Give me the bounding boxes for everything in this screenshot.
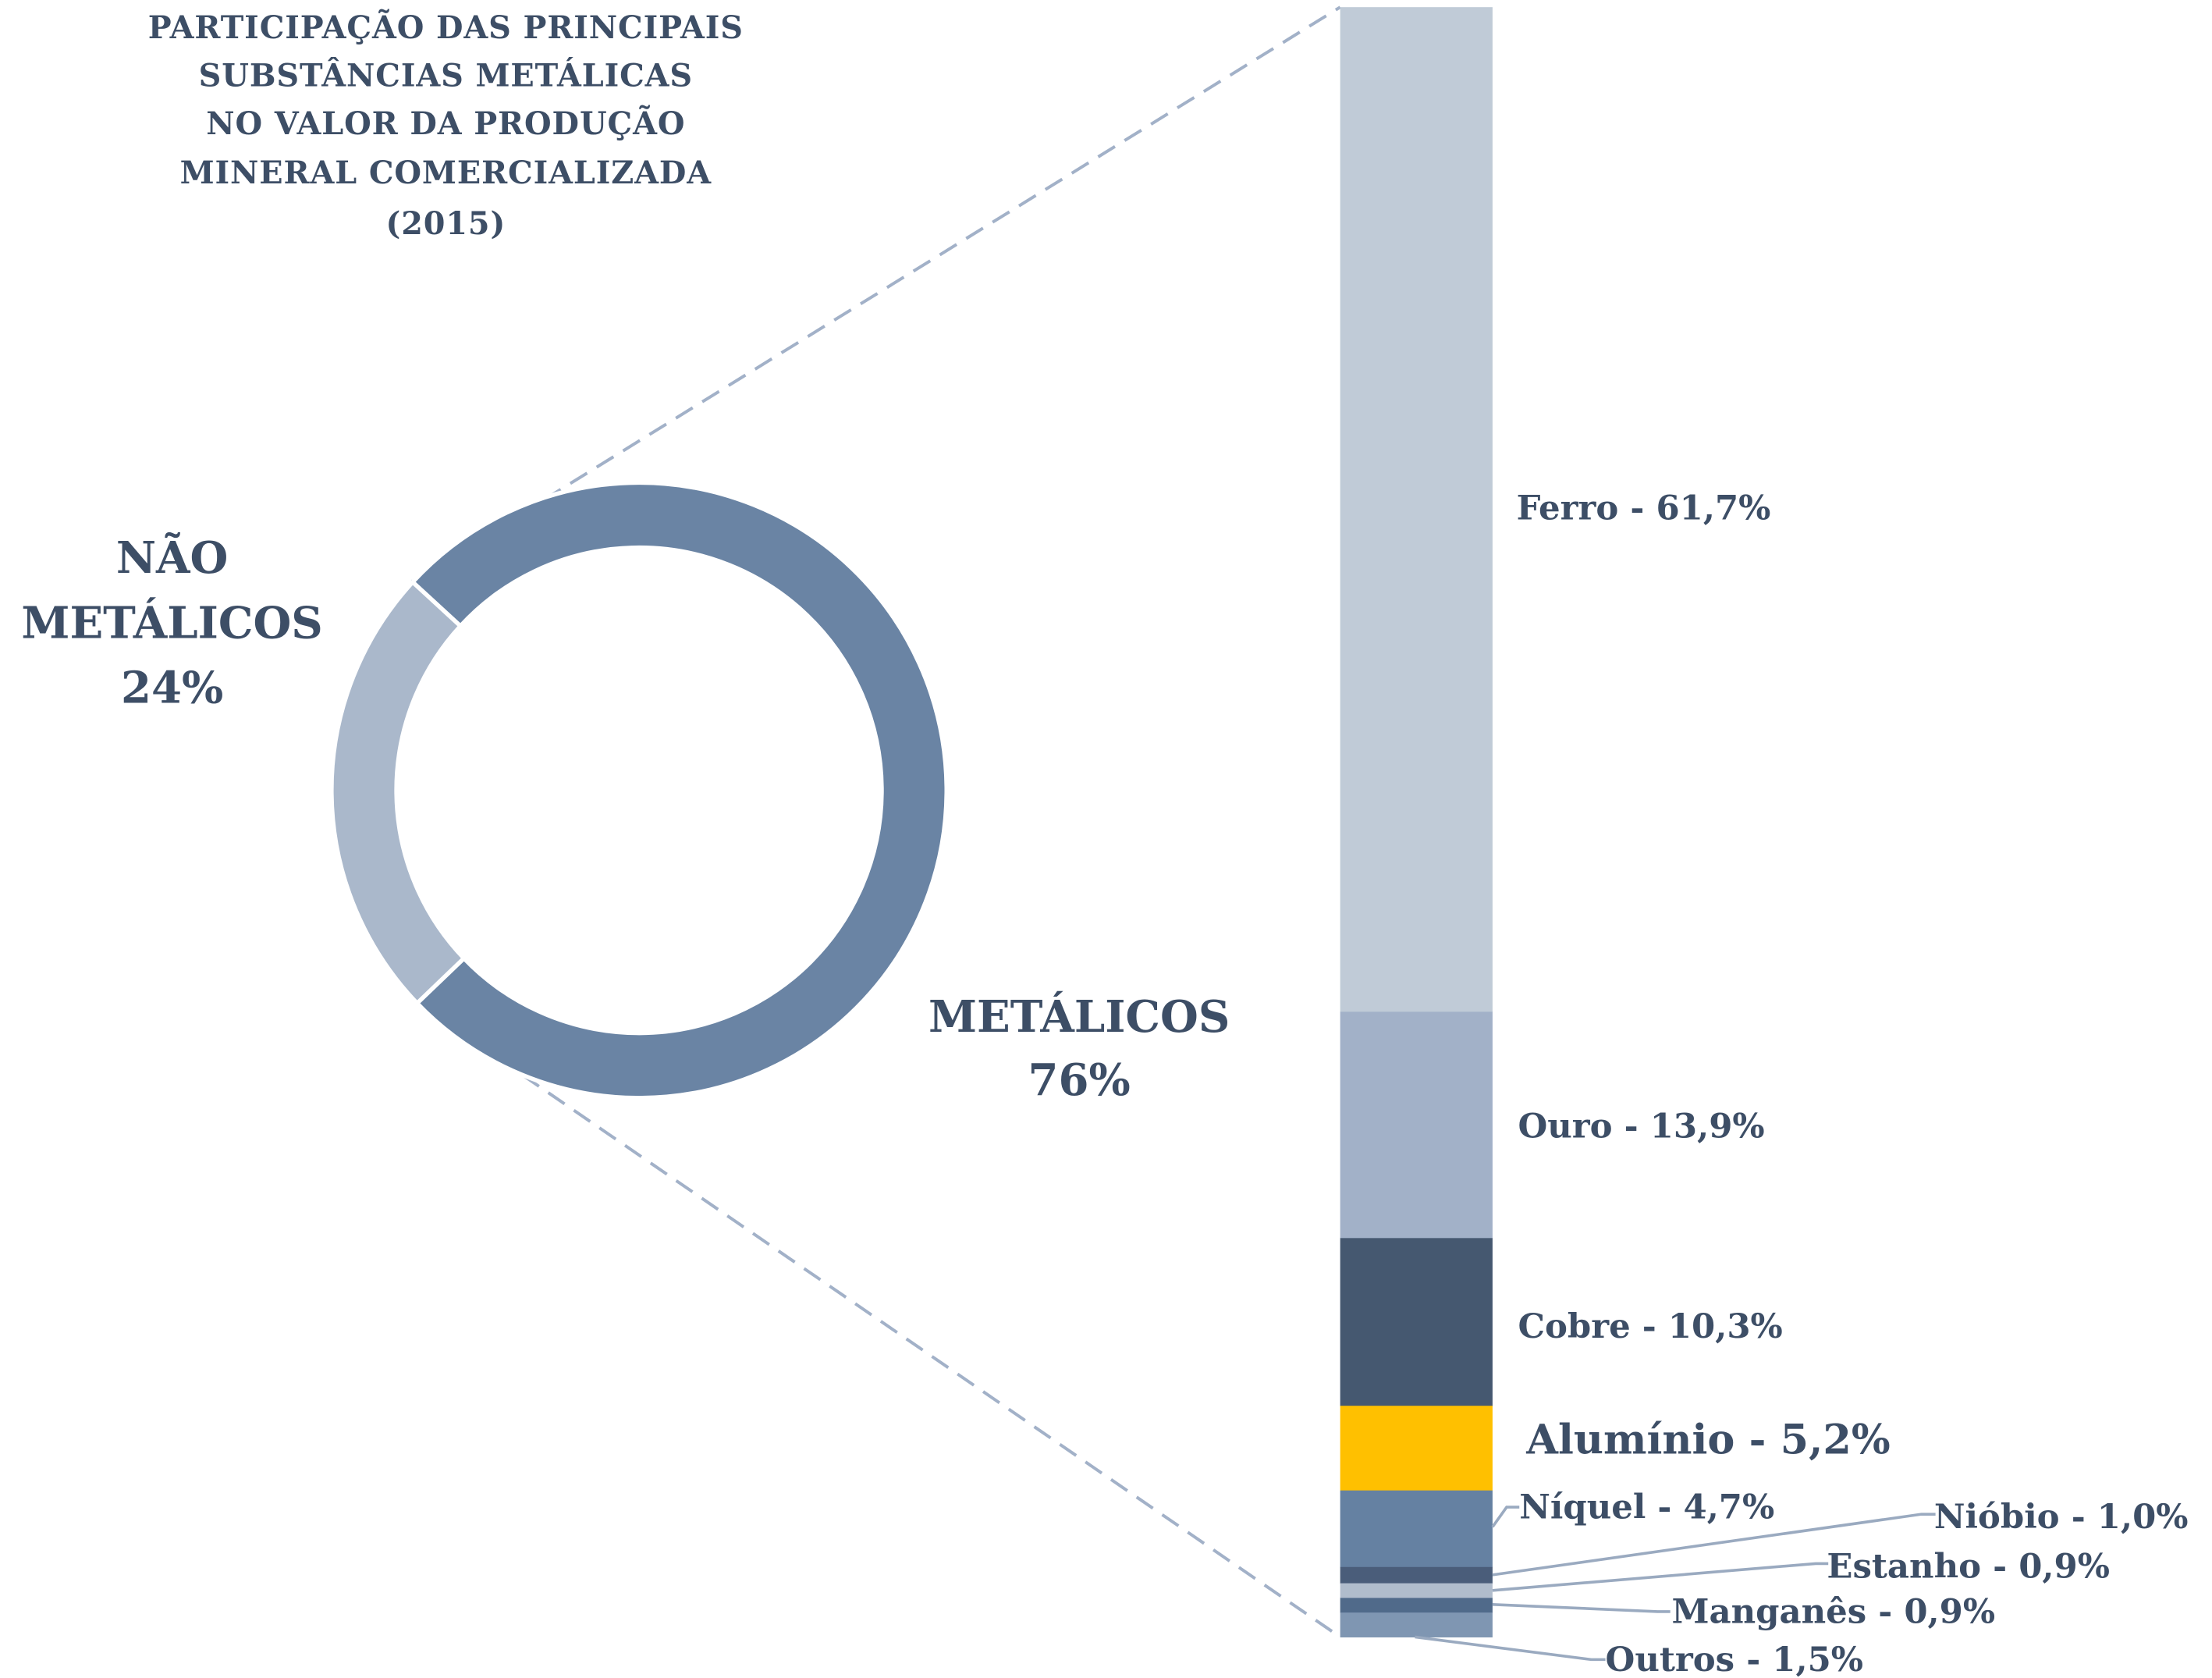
bar-segment-cobre: [1340, 1238, 1493, 1406]
leader-lines: [1415, 1506, 1936, 1662]
slice-value-nonmetal: 24%: [121, 663, 223, 714]
donut-chart: [329, 480, 949, 1100]
label-niquel: Níquel - 4,7%: [1519, 1488, 1774, 1527]
bar-segment-outros: [1340, 1612, 1493, 1637]
bar-segment-ferro: [1340, 7, 1493, 1012]
bar-labels: Ferro - 61,7% Ouro - 13,9% Cobre - 10,3%…: [1517, 488, 2189, 1678]
title-line: MINERAL COMERCIALIZADA: [180, 155, 712, 191]
donut-slice-nao-metalicos: [329, 578, 467, 1007]
label-ferro: Ferro - 61,7%: [1517, 488, 1771, 528]
bar-segment-niquel: [1340, 1490, 1493, 1568]
donut-slice-metalicos: [410, 480, 949, 1100]
bar-segment-manganes: [1340, 1598, 1493, 1613]
bar-segment-niobio: [1340, 1566, 1493, 1584]
slice-value-metal: 76%: [1028, 1054, 1131, 1106]
label-ouro: Ouro - 13,9%: [1518, 1106, 1764, 1146]
title-line: PARTICIPAÇÃO DAS PRINCIPAIS: [148, 9, 744, 46]
bar-segment-ouro: [1340, 1011, 1493, 1239]
slice-label-nonmetal-line2: METÁLICOS: [21, 597, 322, 649]
bar-segment-estanho: [1340, 1583, 1493, 1598]
leader-niquel: [1491, 1506, 1520, 1528]
bar-segment-aluminio: [1340, 1406, 1493, 1491]
leader-niobio: [1492, 1513, 1936, 1577]
label-aluminio: Alumínio - 5,2%: [1525, 1416, 1890, 1463]
connector-lines: [410, 5, 1341, 1639]
label-estanho: Estanho - 0,9%: [1827, 1547, 2110, 1587]
leader-manganes: [1492, 1603, 1671, 1613]
title-line: (2015): [385, 206, 506, 242]
stacked-bar: [1340, 7, 1493, 1637]
connector-bottom: [419, 1003, 1341, 1639]
donut-labels: NÃO METÁLICOS 24% METÁLICOS 76%: [21, 532, 1230, 1106]
leader-outros: [1415, 1635, 1606, 1662]
connector-top: [410, 5, 1341, 583]
label-manganes: Manganês - 0,9%: [1672, 1591, 1996, 1631]
title-line: NO VALOR DA PRODUÇÃO: [206, 105, 685, 142]
title-line: SUBSTÂNCIAS METÁLICAS: [199, 57, 693, 94]
label-outros: Outros - 1,5%: [1606, 1640, 1863, 1678]
label-cobre: Cobre - 10,3%: [1518, 1306, 1782, 1346]
chart-title: PARTICIPAÇÃO DAS PRINCIPAIS SUBSTÂNCIAS …: [148, 9, 744, 242]
leader-estanho: [1492, 1562, 1829, 1592]
slice-label-nonmetal-line1: NÃO: [116, 532, 229, 584]
slice-label-metal: METÁLICOS: [928, 991, 1230, 1043]
label-niobio: Nióbio - 1,0%: [1934, 1497, 2189, 1537]
